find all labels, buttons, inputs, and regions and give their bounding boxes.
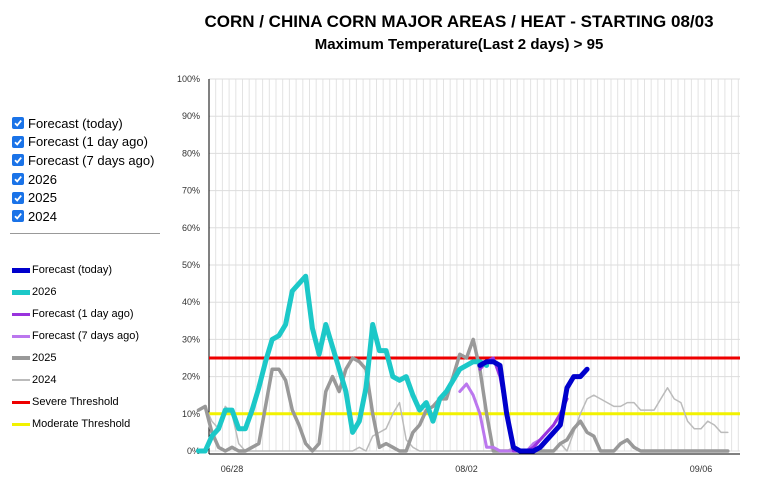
- legend-label: 2026: [32, 286, 57, 298]
- checkbox-label: Forecast (1 day ago): [28, 134, 148, 150]
- checkmark-icon[interactable]: [12, 173, 24, 186]
- x-tick-label: 06/28: [221, 464, 244, 474]
- legend-label: Forecast (today): [32, 264, 113, 276]
- legend-swatch: [12, 334, 30, 338]
- legend-label: Severe Threshold: [32, 396, 119, 408]
- checkbox-label: 2024: [28, 208, 57, 224]
- checkbox-label: Forecast (7 days ago): [28, 152, 155, 168]
- y-tick-label: 0%: [187, 446, 200, 456]
- legend-swatch: [12, 356, 30, 360]
- legend-item: Forecast (1 day ago): [12, 303, 162, 325]
- y-tick-label: 20%: [182, 372, 200, 382]
- checkmark-icon[interactable]: [12, 154, 24, 167]
- legend-item: Forecast (7 days ago): [12, 325, 162, 347]
- legend-swatch: [12, 312, 30, 316]
- series-line: [196, 273, 490, 454]
- legend-swatch: [12, 422, 30, 426]
- legend-label: Forecast (1 day ago): [32, 308, 134, 320]
- chart-subtitle: Maximum Temperature(Last 2 days) > 95: [314, 36, 604, 53]
- legend-item: 2025: [12, 347, 162, 369]
- checkbox-2026[interactable]: 2026: [12, 170, 162, 189]
- y-tick-label: 90%: [182, 111, 200, 121]
- chart-legend: Forecast (today) 2026 Forecast (1 day ag…: [12, 259, 162, 435]
- series-line: [477, 359, 590, 454]
- y-tick-label: 80%: [182, 148, 200, 158]
- y-tick-label: 50%: [182, 260, 200, 270]
- checkmark-icon[interactable]: [12, 191, 24, 204]
- checkbox-forecast-today[interactable]: Forecast (today): [12, 114, 162, 133]
- checkmark-icon[interactable]: [12, 210, 24, 223]
- chart-title: CORN / CHINA CORN MAJOR AREAS / HEAT - S…: [204, 12, 714, 31]
- legend-item: Forecast (today): [12, 259, 162, 281]
- y-tick-label: 100%: [177, 74, 200, 84]
- legend-label: 2024: [32, 374, 57, 386]
- legend-item: Moderate Threshold: [12, 413, 162, 435]
- checkmark-icon[interactable]: [12, 135, 24, 148]
- series-checkbox-list: Forecast (today) Forecast (1 day ago) Fo…: [12, 114, 162, 226]
- checkbox-label: 2026: [28, 171, 57, 187]
- y-tick-label: 70%: [182, 186, 200, 196]
- legend-label: Forecast (7 days ago): [32, 330, 139, 342]
- y-tick-label: 30%: [182, 334, 200, 344]
- y-tick-label: 40%: [182, 297, 200, 307]
- checkmark-icon[interactable]: [12, 117, 24, 130]
- checkbox-label: Forecast (today): [28, 115, 123, 131]
- legend-item: 2026: [12, 281, 162, 303]
- legend-swatch: [12, 400, 30, 404]
- legend-swatch: [12, 379, 30, 381]
- legend-swatch: [12, 289, 30, 295]
- legend-swatch: [12, 267, 30, 273]
- legend-divider: [10, 233, 160, 234]
- series-line: [197, 387, 729, 452]
- legend-item: 2024: [12, 369, 162, 391]
- x-tick-label: 08/02: [455, 464, 478, 474]
- y-tick-label: 10%: [182, 409, 200, 419]
- series-line: [196, 337, 730, 453]
- y-tick-label: 60%: [182, 223, 200, 233]
- legend-item: Severe Threshold: [12, 391, 162, 413]
- checkbox-forecast-7-days-ago[interactable]: Forecast (7 days ago): [12, 151, 162, 170]
- legend-label: Moderate Threshold: [32, 418, 131, 430]
- checkbox-2025[interactable]: 2025: [12, 188, 162, 207]
- checkbox-forecast-1-day-ago[interactable]: Forecast (1 day ago): [12, 133, 162, 152]
- checkbox-label: 2025: [28, 190, 57, 206]
- legend-label: 2025: [32, 352, 57, 364]
- x-tick-label: 09/06: [690, 464, 713, 474]
- checkbox-2024[interactable]: 2024: [12, 207, 162, 226]
